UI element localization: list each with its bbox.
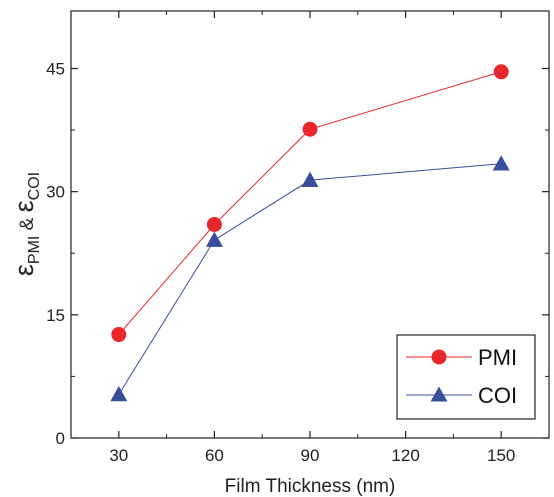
y-tick-label: 0 [56, 429, 65, 448]
data-point-pmi [302, 121, 318, 137]
legend: PMI COI [396, 334, 536, 420]
y-axis-symbol-2: ε [9, 200, 39, 212]
x-tick-label: 60 [205, 446, 224, 465]
x-axis-title: Film Thickness (nm) [225, 476, 396, 497]
x-tick-label: 120 [391, 446, 419, 465]
legend-box [396, 334, 536, 420]
x-tick-label: 150 [487, 446, 515, 465]
series-line-coi [118, 163, 502, 395]
x-axis: 30 60 90 120 150 [109, 11, 515, 465]
data-point-coi [205, 231, 223, 247]
y-axis-title: εPMI & εCOI [9, 172, 43, 276]
y-tick-label: 45 [46, 59, 65, 78]
data-point-coi [492, 155, 510, 171]
data-point-pmi [206, 217, 222, 232]
legend-label-pmi: PMI [478, 345, 517, 370]
y-tick-label: 15 [46, 306, 65, 325]
legend-marker-coi [430, 386, 448, 402]
y-tick-label: 30 [46, 183, 65, 202]
legend-entry-pmi: PMI [406, 345, 517, 370]
y-axis-subscript-2: COI [26, 172, 43, 200]
data-point-pmi [493, 64, 509, 80]
legend-marker-pmi [431, 349, 447, 365]
y-axis-symbol-1: ε [9, 264, 39, 276]
x-tick-label: 30 [109, 446, 128, 465]
series-layer [110, 64, 510, 402]
legend-label-coi: COI [478, 383, 517, 408]
y-axis: 0 15 30 45 [46, 59, 549, 448]
y-axis-subscript-1: PMI [26, 236, 43, 264]
legend-entry-coi: COI [406, 383, 517, 408]
x-tick-label: 90 [301, 446, 320, 465]
series-line-pmi [118, 71, 502, 335]
data-point-coi [110, 385, 128, 402]
y-axis-joiner: & [17, 212, 38, 235]
data-point-coi [301, 171, 319, 187]
data-point-pmi [111, 327, 127, 343]
